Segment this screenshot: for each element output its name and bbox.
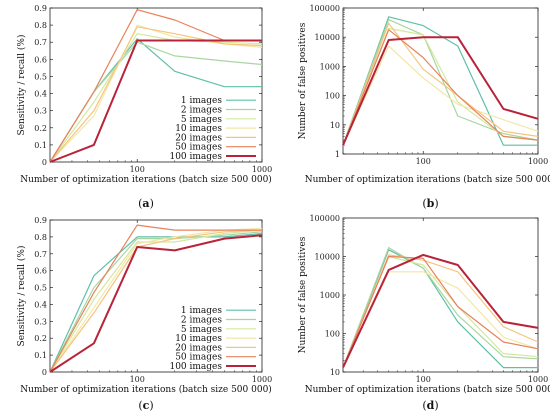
y-tick-label: 100 [325,330,340,339]
series-line-50-images [342,29,539,146]
y-tick-label: 0.1 [34,351,47,360]
x-tick-label: 100 [130,375,145,384]
panel-label: (b) [422,197,438,210]
panel-label: (c) [138,399,153,412]
legend-label: 100 images [169,152,222,162]
x-tick-label: 1000 [528,375,548,384]
legend-label: 1 images [181,306,222,316]
series-line-50-images [49,224,262,373]
y-tick-label: 1000 [320,62,340,71]
legend-label: 5 images [181,325,222,335]
series-line-1-images [342,16,538,146]
y-tick-label: 0.3 [34,107,47,116]
y-tick-label: 0.7 [34,38,47,47]
y-tick-label: 0.6 [34,55,47,64]
series-line-2-images [342,19,539,146]
legend-label: 1 images [181,96,222,106]
series-line-5-images [342,255,539,368]
y-axis-label: Number of false positives [298,22,308,139]
x-tick-label: 1000 [528,157,548,166]
series-line-2-images [49,41,263,163]
y-tick-label: 0.1 [34,141,47,150]
y-tick-label: 0.2 [34,334,47,343]
series-line-2-images [49,231,263,373]
legend-label: 2 images [181,106,222,116]
y-tick-label: 10000 [315,253,340,262]
y-tick-label: 1000 [320,291,340,300]
panel-label: (d) [422,399,438,412]
y-axis-label: Number of false positives [298,236,308,353]
series-line-50-images [342,255,539,368]
panel-a: 0 0.1 0.2 0.3 0.4 0.5 0.6 0.7 0.8 0.9 100 1000Numbe… [16,4,272,210]
x-axis-label: Number of optimization iterations (batch… [20,174,272,185]
y-tick-label: 0.4 [34,90,47,99]
y-tick-label: 10 [330,368,340,377]
series-line-20-images [342,22,539,146]
x-tick-label: 100 [416,375,431,384]
y-tick-label: 1 [335,150,340,159]
y-tick-label: 0.9 [34,4,47,13]
series-line-10-images [342,45,539,146]
legend-label: 5 images [181,115,222,125]
series-line-1-images [342,249,538,369]
series-line-10-images [49,24,263,163]
panel-c: 0 0.1 0.2 0.3 0.4 0.5 0.6 0.7 0.8 0.9 100 1000Numbe… [16,216,272,412]
series-line-5-images [342,27,539,146]
legend-label: 100 images [169,362,222,372]
y-axis-label: Sensitivity / recall (%) [16,246,27,347]
legend-label: 50 images [175,353,222,363]
legend-label: 20 images [175,343,222,353]
y-tick-label: 0.9 [34,216,47,225]
x-tick-label: 1000 [252,375,272,384]
series-line-1-images [49,232,263,373]
plot-frame [49,219,263,373]
series-line-5-images [49,33,263,163]
series-line-50-images [49,9,262,163]
legend-label: 50 images [175,143,222,153]
series-line-100-images [342,253,539,369]
x-axis-label: Number of optimization iterations (batch… [305,384,550,395]
legend-label: 10 images [175,124,222,134]
y-tick-label: 100000 [309,214,340,223]
y-tick-label: 10 [330,121,340,130]
series-line-20-images [49,229,263,373]
x-tick-label: 100 [130,165,145,174]
panel-label: (a) [138,197,154,210]
y-tick-label: 0.5 [34,72,47,81]
series-line-20-images [342,254,539,368]
y-tick-label: 0.7 [34,250,47,259]
plot-frame [342,7,539,155]
series-line-100-images [49,234,263,373]
x-axis-label: Number of optimization iterations (batch… [305,174,550,185]
legend-label: 2 images [181,316,222,326]
y-tick-label: 0 [42,158,47,167]
y-tick-label: 0.4 [34,300,47,309]
y-axis-label: Sensitivity / recall (%) [16,35,27,136]
x-axis-label: Number of optimization iterations (batch… [20,384,272,395]
y-tick-label: 0.8 [34,21,47,30]
y-tick-label: 100000 [309,4,340,13]
y-tick-label: 100 [325,92,340,101]
y-tick-label: 0.8 [34,233,47,242]
y-tick-label: 0.6 [34,267,47,276]
x-tick-label: 100 [416,157,431,166]
y-tick-label: 10000 [315,33,340,42]
plot-frame [49,7,263,163]
x-tick-label: 1000 [252,165,272,174]
y-tick-label: 0.2 [34,124,47,133]
legend-label: 10 images [175,334,222,344]
legend-label: 20 images [175,133,222,143]
panel-b: 1 10 100 1000 10000 100000 100 1000 Number of op… [298,4,550,210]
y-tick-label: 0 [42,368,47,377]
series-line-100-images [49,39,262,163]
y-tick-label: 0.5 [34,284,47,293]
series-line-20-images [49,26,263,163]
series-line-100-images [342,36,539,146]
series-line-5-images [49,229,263,373]
series-line-2-images [342,247,539,368]
y-tick-label: 0.3 [34,317,47,326]
